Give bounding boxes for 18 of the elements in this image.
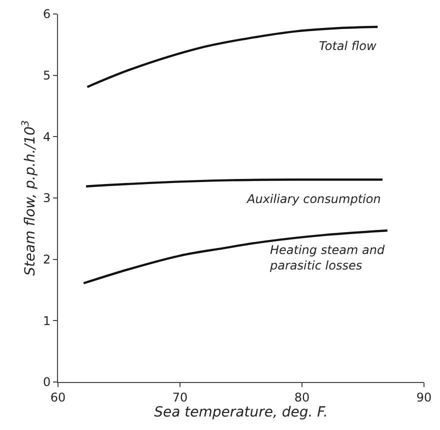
- y-tick-label: 4: [42, 130, 51, 144]
- y-tick-label: 1: [42, 314, 51, 328]
- x-tick-label: 60: [50, 390, 66, 404]
- y-tick-label: 2: [42, 252, 51, 267]
- x-axis-title: Sea temperature, deg. F.: [154, 404, 328, 420]
- y-tick-label: 5: [42, 68, 51, 83]
- line-series: [82, 229, 388, 284]
- x-tick-label: 70: [172, 390, 188, 404]
- x-tick-label: 90: [416, 390, 432, 404]
- series-label: Auxiliary consumption: [246, 192, 381, 206]
- y-tick-label: 3: [42, 191, 51, 206]
- y-tick-label: 6: [42, 7, 51, 22]
- line-series: [86, 26, 379, 88]
- series-label: Heating steam and parasitic losses: [269, 243, 385, 273]
- line-series: [84, 178, 384, 188]
- x-tick-label: 80: [294, 390, 310, 404]
- series-label: Total flow: [319, 39, 376, 53]
- y-tick-label: 0: [42, 375, 51, 390]
